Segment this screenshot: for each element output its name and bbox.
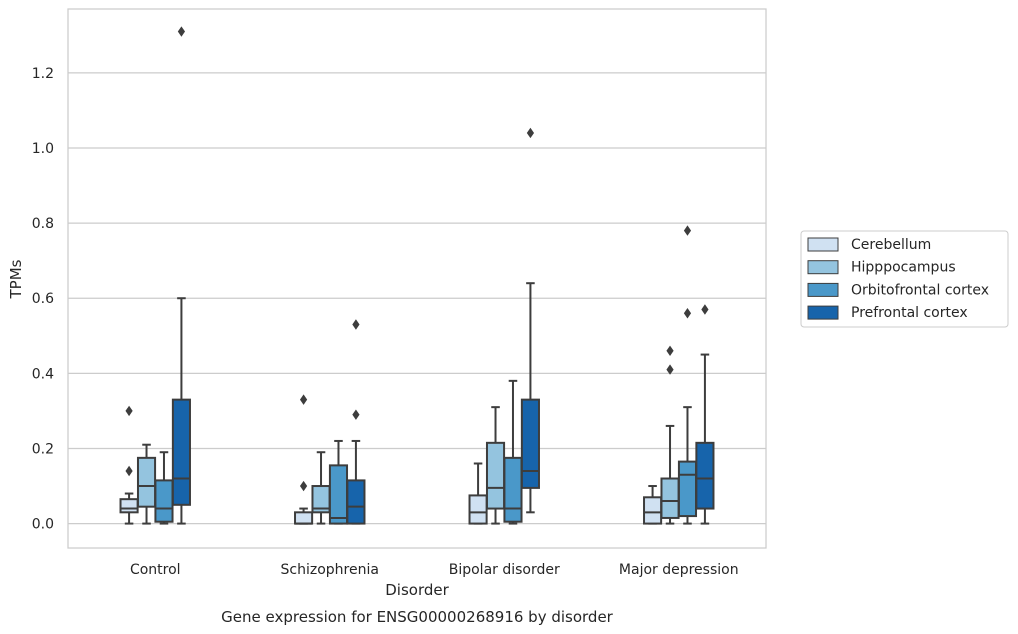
box-orbitofrontal-cortex — [677, 225, 698, 525]
box-orbitofrontal-cortex — [328, 439, 349, 525]
x-tick-label: Schizophrenia — [281, 562, 379, 578]
iqr-box — [171, 398, 191, 506]
outlier-point — [125, 465, 133, 477]
box-cerebellum — [643, 485, 663, 525]
outlier-point — [683, 308, 692, 319]
box-hipppocampus — [660, 345, 680, 525]
box-cerebellum — [119, 405, 139, 525]
x-tick-label: Bipolar disorder — [449, 562, 560, 578]
y-tick-label: 0.2 — [32, 441, 54, 457]
outlier-point — [177, 26, 186, 37]
outlier-point — [701, 304, 709, 315]
legend-label: Orbitofrontal cortex — [851, 282, 989, 298]
box-cerebellum — [468, 462, 488, 525]
x-axis-ticks: Control Schizophrenia Bipolar disorder Majo… — [130, 562, 739, 578]
legend-label: Prefrontal cortex — [851, 305, 968, 321]
legend-label: Cerebellum — [851, 237, 931, 253]
iqr-box — [294, 511, 314, 525]
legend-swatch — [807, 237, 839, 252]
y-tick-label: 0.8 — [32, 216, 54, 232]
outlier-point — [125, 405, 133, 417]
box-hipppocampus — [136, 443, 157, 525]
plot-area-frame — [67, 8, 767, 549]
y-tick-label: 0.4 — [32, 366, 54, 382]
box-orbitofrontal-cortex — [503, 379, 523, 525]
iqr-box — [136, 456, 157, 508]
box-cerebellum — [294, 394, 314, 525]
outlier-point — [299, 394, 308, 405]
iqr-box — [695, 441, 715, 510]
outlier-point — [299, 480, 308, 492]
outlier-point — [683, 225, 692, 236]
outlier-point — [526, 127, 535, 139]
outlier-point — [666, 364, 674, 375]
iqr-box — [643, 496, 663, 525]
x-axis-label: Disorder — [385, 581, 449, 599]
box-prefrontal-cortex — [171, 26, 191, 525]
y-axis-ticks: 0.0 0.2 0.4 0.6 0.8 1.0 1.2 — [32, 66, 54, 533]
outlier-point — [352, 319, 360, 330]
legend: Cerebellum Hipppocampus Orbitofrontal cort… — [800, 230, 1009, 328]
y-tick-label: 0.6 — [32, 291, 54, 307]
iqr-box — [520, 398, 540, 489]
box-hipppocampus — [311, 451, 331, 525]
y-axis-label: TPMs — [7, 259, 25, 299]
legend-label: Hipppocampus — [851, 260, 956, 276]
box-hipppocampus — [485, 406, 506, 525]
iqr-box — [328, 464, 349, 525]
iqr-box — [468, 494, 488, 525]
x-tick-label: Major depression — [619, 562, 739, 578]
legend-swatch — [807, 260, 839, 275]
x-tick-label: Control — [130, 562, 181, 578]
box-layer — [119, 26, 715, 525]
legend-swatch — [807, 305, 839, 320]
outlier-point — [352, 409, 360, 420]
iqr-box — [154, 479, 174, 523]
box-prefrontal-cortex — [520, 127, 540, 514]
y-tick-label: 1.0 — [32, 141, 54, 157]
iqr-box — [660, 477, 680, 519]
chart-caption: Gene expression for ENSG00000268916 by d… — [221, 608, 614, 626]
iqr-box — [485, 441, 506, 510]
box-prefrontal-cortex — [346, 319, 366, 525]
iqr-box — [119, 498, 139, 514]
iqr-box — [503, 456, 523, 523]
iqr-box — [677, 460, 698, 518]
y-tick-label: 0.0 — [32, 517, 54, 533]
legend-swatch — [807, 282, 839, 297]
box-orbitofrontal-cortex — [154, 451, 174, 525]
box-prefrontal-cortex — [695, 304, 715, 525]
outlier-point — [666, 345, 674, 357]
y-tick-label: 1.2 — [32, 66, 54, 82]
iqr-box — [346, 479, 366, 525]
legend-frame — [800, 230, 1009, 328]
